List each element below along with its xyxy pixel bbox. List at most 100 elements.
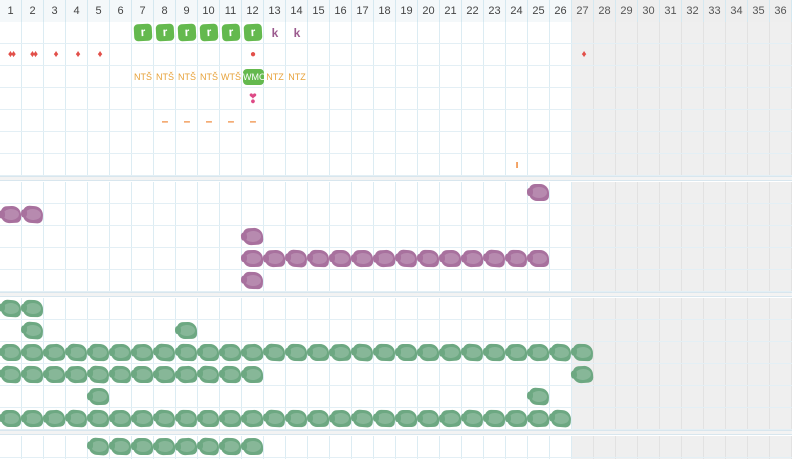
green-scribble-mark[interactable] [66,365,88,384]
green-scribble-mark[interactable] [528,387,550,406]
green-scribble-mark[interactable] [374,409,396,428]
day-header[interactable]: 28 [594,0,616,22]
day-header[interactable]: 1 [0,0,22,22]
day-header[interactable]: 36 [770,0,792,22]
green-scribble-mark[interactable] [0,299,22,318]
day-header[interactable]: 20 [418,0,440,22]
day-header[interactable]: 24 [506,0,528,22]
day-header[interactable]: 9 [176,0,198,22]
green-scribble-mark[interactable] [22,321,44,340]
green-scribble-mark[interactable] [44,343,66,362]
day-header[interactable]: 33 [704,0,726,22]
day-header[interactable]: 19 [396,0,418,22]
mark-dash[interactable]: – [249,114,257,128]
green-scribble-mark[interactable] [110,343,132,362]
green-scribble-mark[interactable] [440,343,462,362]
green-scribble-mark[interactable] [22,409,44,428]
green-scribble-mark[interactable] [88,437,110,456]
purple-scribble-mark[interactable] [396,249,418,268]
green-scribble-mark[interactable] [22,299,44,318]
green-scribble-mark[interactable] [352,409,374,428]
green-scribble-mark[interactable] [330,409,352,428]
green-scribble-mark[interactable] [44,409,66,428]
mark-code[interactable]: NTZ [266,72,284,82]
green-scribble-mark[interactable] [264,409,286,428]
green-scribble-mark[interactable] [462,409,484,428]
purple-scribble-mark[interactable] [242,249,264,268]
day-header[interactable]: 27 [572,0,594,22]
green-scribble-mark[interactable] [0,410,21,427]
code-badge[interactable]: WMO [243,69,266,85]
status-badge-r[interactable]: r [221,23,241,42]
green-scribble-mark[interactable] [176,437,198,456]
purple-scribble-mark[interactable] [264,249,286,268]
green-scribble-mark[interactable] [110,409,132,428]
mark-code[interactable]: NTŠ [200,72,218,82]
day-header[interactable]: 32 [682,0,704,22]
green-scribble-mark[interactable] [176,409,198,428]
mark-code[interactable]: NTŠ [178,72,196,82]
purple-scribble-mark[interactable] [527,250,549,267]
purple-scribble-mark[interactable] [440,249,462,268]
day-header[interactable]: 15 [308,0,330,22]
day-header[interactable]: 26 [550,0,572,22]
green-scribble-mark[interactable] [506,409,528,428]
day-header[interactable]: 21 [440,0,462,22]
purple-scribble-mark[interactable] [329,250,351,267]
mark-code[interactable]: NTŠ [156,72,174,82]
green-scribble-mark[interactable] [286,409,308,428]
green-scribble-mark[interactable] [132,409,154,428]
green-scribble-mark[interactable] [220,343,242,362]
mark-tick[interactable]: ı [515,159,519,171]
green-scribble-mark[interactable] [484,409,506,428]
day-header[interactable]: 12 [242,0,264,22]
mark-drop[interactable]: ♦♦ [29,49,38,60]
purple-scribble-mark[interactable] [527,184,549,201]
green-scribble-mark[interactable] [176,321,198,340]
green-scribble-mark[interactable] [286,343,308,362]
green-scribble-mark[interactable] [242,409,264,428]
green-scribble-mark[interactable] [88,409,110,428]
green-scribble-mark[interactable] [418,409,440,428]
green-scribble-mark[interactable] [154,437,176,456]
green-scribble-mark[interactable] [308,343,330,362]
purple-scribble-mark[interactable] [308,249,330,268]
purple-scribble-mark[interactable] [352,249,374,268]
green-scribble-mark[interactable] [0,344,21,361]
green-scribble-mark[interactable] [484,343,506,362]
green-scribble-mark[interactable] [374,343,396,362]
green-scribble-mark[interactable] [0,365,22,384]
green-scribble-mark[interactable] [132,343,154,362]
status-badge-r[interactable]: r [199,23,219,42]
mark-letter[interactable]: k [271,26,279,40]
green-scribble-mark[interactable] [110,365,132,384]
status-badge-r[interactable]: r [155,23,175,42]
day-header[interactable]: 31 [660,0,682,22]
green-scribble-mark[interactable] [131,438,153,455]
purple-scribble-mark[interactable] [242,271,264,290]
status-badge-r[interactable]: r [243,23,263,42]
green-scribble-mark[interactable] [154,343,176,362]
green-scribble-mark[interactable] [220,409,242,428]
day-header[interactable]: 8 [154,0,176,22]
green-scribble-mark[interactable] [462,343,484,362]
purple-scribble-mark[interactable] [484,249,506,268]
day-header[interactable]: 13 [264,0,286,22]
day-header[interactable]: 25 [528,0,550,22]
green-scribble-mark[interactable] [528,409,550,428]
green-scribble-mark[interactable] [572,343,594,362]
green-scribble-mark[interactable] [197,410,219,427]
mark-code[interactable]: NTŠ [134,72,152,82]
green-scribble-mark[interactable] [330,343,352,362]
green-scribble-mark[interactable] [176,343,198,362]
green-scribble-mark[interactable] [572,365,594,384]
day-header[interactable]: 30 [638,0,660,22]
day-header[interactable]: 10 [198,0,220,22]
green-scribble-mark[interactable] [88,387,110,406]
day-header[interactable]: 22 [462,0,484,22]
mark-dash[interactable]: – [161,114,169,128]
mark-dash[interactable]: – [227,114,235,128]
green-scribble-mark[interactable] [66,409,88,428]
day-header[interactable]: 2 [22,0,44,22]
status-badge-r[interactable]: r [177,23,197,42]
